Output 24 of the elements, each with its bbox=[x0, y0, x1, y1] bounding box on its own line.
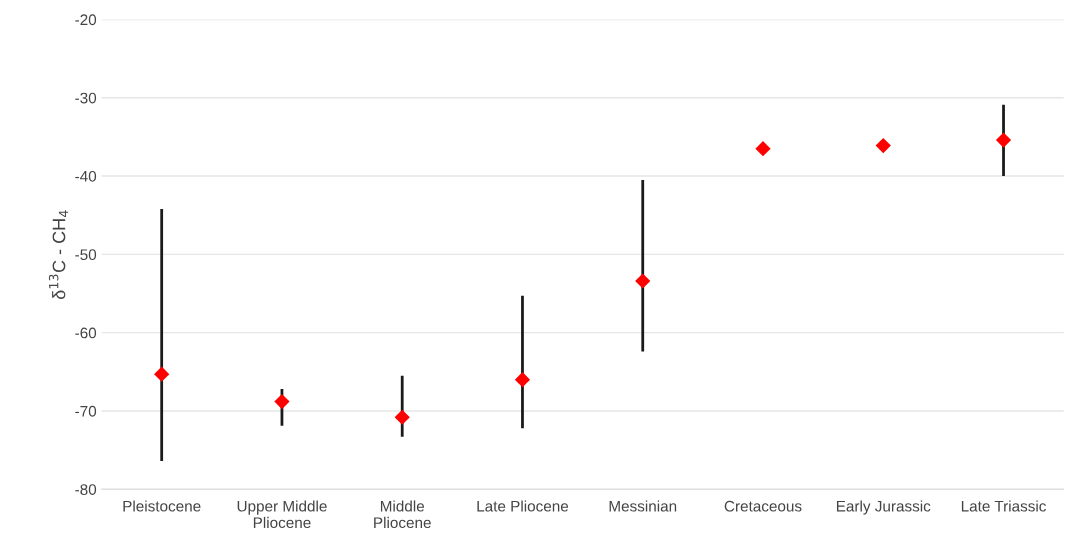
y-tick-label: -70 bbox=[75, 405, 97, 417]
y-tick-label: -60 bbox=[75, 327, 97, 339]
y-tick-label: -50 bbox=[75, 249, 97, 261]
y-axis-title: δ$^{13}$C - CH$_{4}$ bbox=[48, 210, 69, 300]
x-tick-label: Upper Middle Pliocene bbox=[237, 500, 327, 529]
x-tick-label: Cretaceous bbox=[724, 500, 802, 512]
x-tick-label: Late Triassic bbox=[961, 500, 1046, 512]
y-tick-label: -40 bbox=[75, 170, 97, 182]
point bbox=[875, 137, 891, 154]
x-tick-label: Messinian bbox=[609, 500, 677, 512]
x-tick-label: Late Pliocene bbox=[477, 500, 569, 512]
x-tick-label: Pleistocene bbox=[123, 500, 201, 512]
point bbox=[154, 366, 170, 382]
point bbox=[995, 132, 1012, 148]
point bbox=[755, 141, 771, 157]
y-tick-label: -80 bbox=[75, 484, 97, 495]
point bbox=[274, 393, 290, 410]
x-tick-label: Middle Pliocene bbox=[374, 500, 431, 529]
y-tick-label: -30 bbox=[75, 92, 97, 104]
x-tick-label: Early Jurassic bbox=[836, 500, 931, 515]
point bbox=[514, 372, 531, 388]
y-tick-label: -20 bbox=[75, 14, 97, 26]
point bbox=[635, 273, 651, 289]
point bbox=[394, 409, 410, 425]
